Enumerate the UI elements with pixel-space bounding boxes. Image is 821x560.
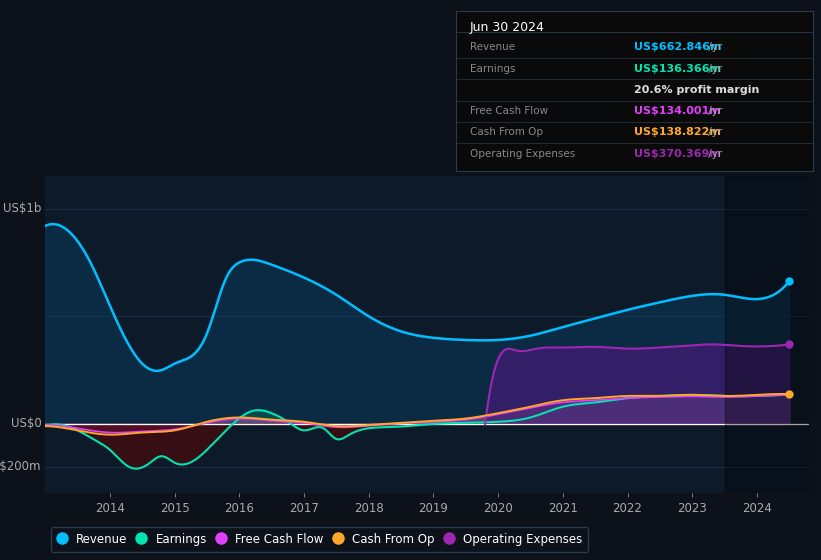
Text: 20.6% profit margin: 20.6% profit margin (635, 85, 759, 95)
Text: US$134.001m: US$134.001m (635, 106, 721, 116)
Text: Jun 30 2024: Jun 30 2024 (470, 21, 545, 34)
Text: US$0: US$0 (11, 417, 41, 431)
Legend: Revenue, Earnings, Free Cash Flow, Cash From Op, Operating Expenses: Revenue, Earnings, Free Cash Flow, Cash … (51, 527, 588, 552)
Text: Operating Expenses: Operating Expenses (470, 149, 576, 159)
Text: Cash From Op: Cash From Op (470, 128, 543, 138)
Text: US$662.846m: US$662.846m (635, 43, 722, 53)
Text: US$136.366m: US$136.366m (635, 64, 722, 74)
Text: US$1b: US$1b (3, 202, 41, 215)
Text: /yr: /yr (705, 43, 722, 53)
Text: /yr: /yr (705, 149, 722, 159)
Text: US$138.822m: US$138.822m (635, 128, 721, 138)
Text: -US$200m: -US$200m (0, 460, 41, 473)
Text: US$370.369m: US$370.369m (635, 149, 721, 159)
Text: /yr: /yr (705, 106, 722, 116)
Text: Revenue: Revenue (470, 43, 515, 53)
Text: Earnings: Earnings (470, 64, 516, 74)
Text: Free Cash Flow: Free Cash Flow (470, 106, 548, 116)
Text: /yr: /yr (705, 64, 722, 74)
Text: /yr: /yr (705, 128, 722, 138)
Bar (725, 176, 809, 493)
